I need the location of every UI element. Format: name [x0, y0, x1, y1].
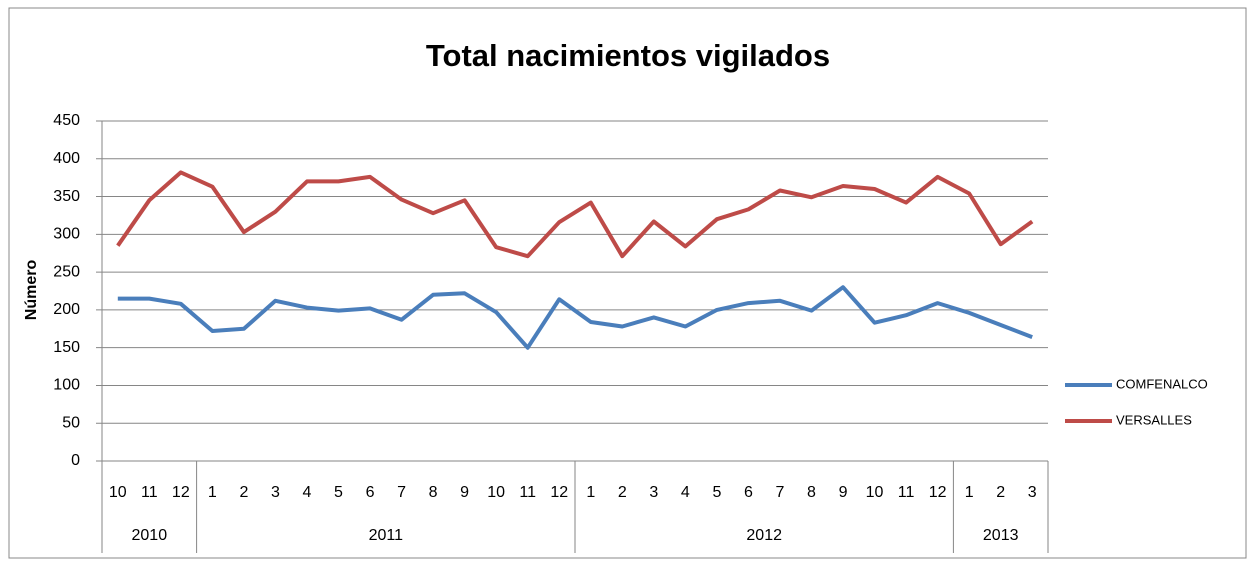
x-tick-label: 12 — [929, 484, 947, 501]
series-line — [117, 285, 1033, 350]
y-tick-label: 300 — [53, 226, 80, 243]
y-tick-label: 150 — [53, 339, 80, 356]
x-group-label: 2012 — [746, 527, 782, 544]
chart-border — [8, 7, 1247, 559]
y-tick-label: 100 — [53, 377, 80, 394]
x-tick-label: 2 — [239, 484, 248, 501]
x-tick-label: 2 — [618, 484, 627, 501]
x-tick-label: 5 — [712, 484, 721, 501]
x-tick-label: 1 — [208, 484, 217, 501]
x-tick-label: 10 — [866, 484, 884, 501]
x-tick-label: 12 — [172, 484, 190, 501]
x-tick-label: 4 — [681, 484, 690, 501]
y-axis-label: Número — [23, 260, 40, 321]
x-tick-label: 10 — [109, 484, 127, 501]
y-tick-label: 250 — [53, 263, 80, 280]
y-tick-label: 400 — [53, 150, 80, 167]
x-tick-label: 4 — [303, 484, 312, 501]
x-tick-label: 1 — [965, 484, 974, 501]
x-tick-label: 9 — [460, 484, 469, 501]
legend-label: VERSALLES — [1116, 412, 1192, 427]
y-tick-label: 350 — [53, 188, 80, 205]
y-tick-label: 450 — [53, 112, 80, 129]
x-tick-label: 3 — [1028, 484, 1037, 501]
x-tick-label: 7 — [397, 484, 406, 501]
legend-label: COMFENALCO — [1116, 376, 1208, 391]
series-line — [116, 170, 1034, 259]
x-tick-label: 3 — [271, 484, 280, 501]
y-tick-label: 0 — [71, 452, 80, 469]
x-tick-label: 1 — [586, 484, 595, 501]
x-tick-label: 2 — [996, 484, 1005, 501]
x-tick-label: 8 — [807, 484, 816, 501]
y-tick-label: 200 — [53, 301, 80, 318]
x-tick-label: 3 — [649, 484, 658, 501]
x-tick-label: 11 — [141, 484, 158, 501]
chart-title: Total nacimientos vigilados — [426, 38, 830, 73]
x-tick-label: 5 — [334, 484, 343, 501]
x-tick-label: 11 — [519, 484, 536, 501]
x-tick-label: 10 — [487, 484, 505, 501]
x-tick-label: 9 — [839, 484, 848, 501]
x-group-label: 2010 — [132, 527, 168, 544]
x-group-label: 2013 — [983, 527, 1019, 544]
x-group-label: 2011 — [369, 527, 404, 544]
x-tick-label: 11 — [898, 484, 915, 501]
x-tick-label: 6 — [366, 484, 375, 501]
y-tick-label: 50 — [62, 414, 80, 431]
x-tick-label: 6 — [744, 484, 753, 501]
x-tick-label: 8 — [429, 484, 438, 501]
x-tick-label: 12 — [550, 484, 568, 501]
x-tick-label: 7 — [776, 484, 785, 501]
